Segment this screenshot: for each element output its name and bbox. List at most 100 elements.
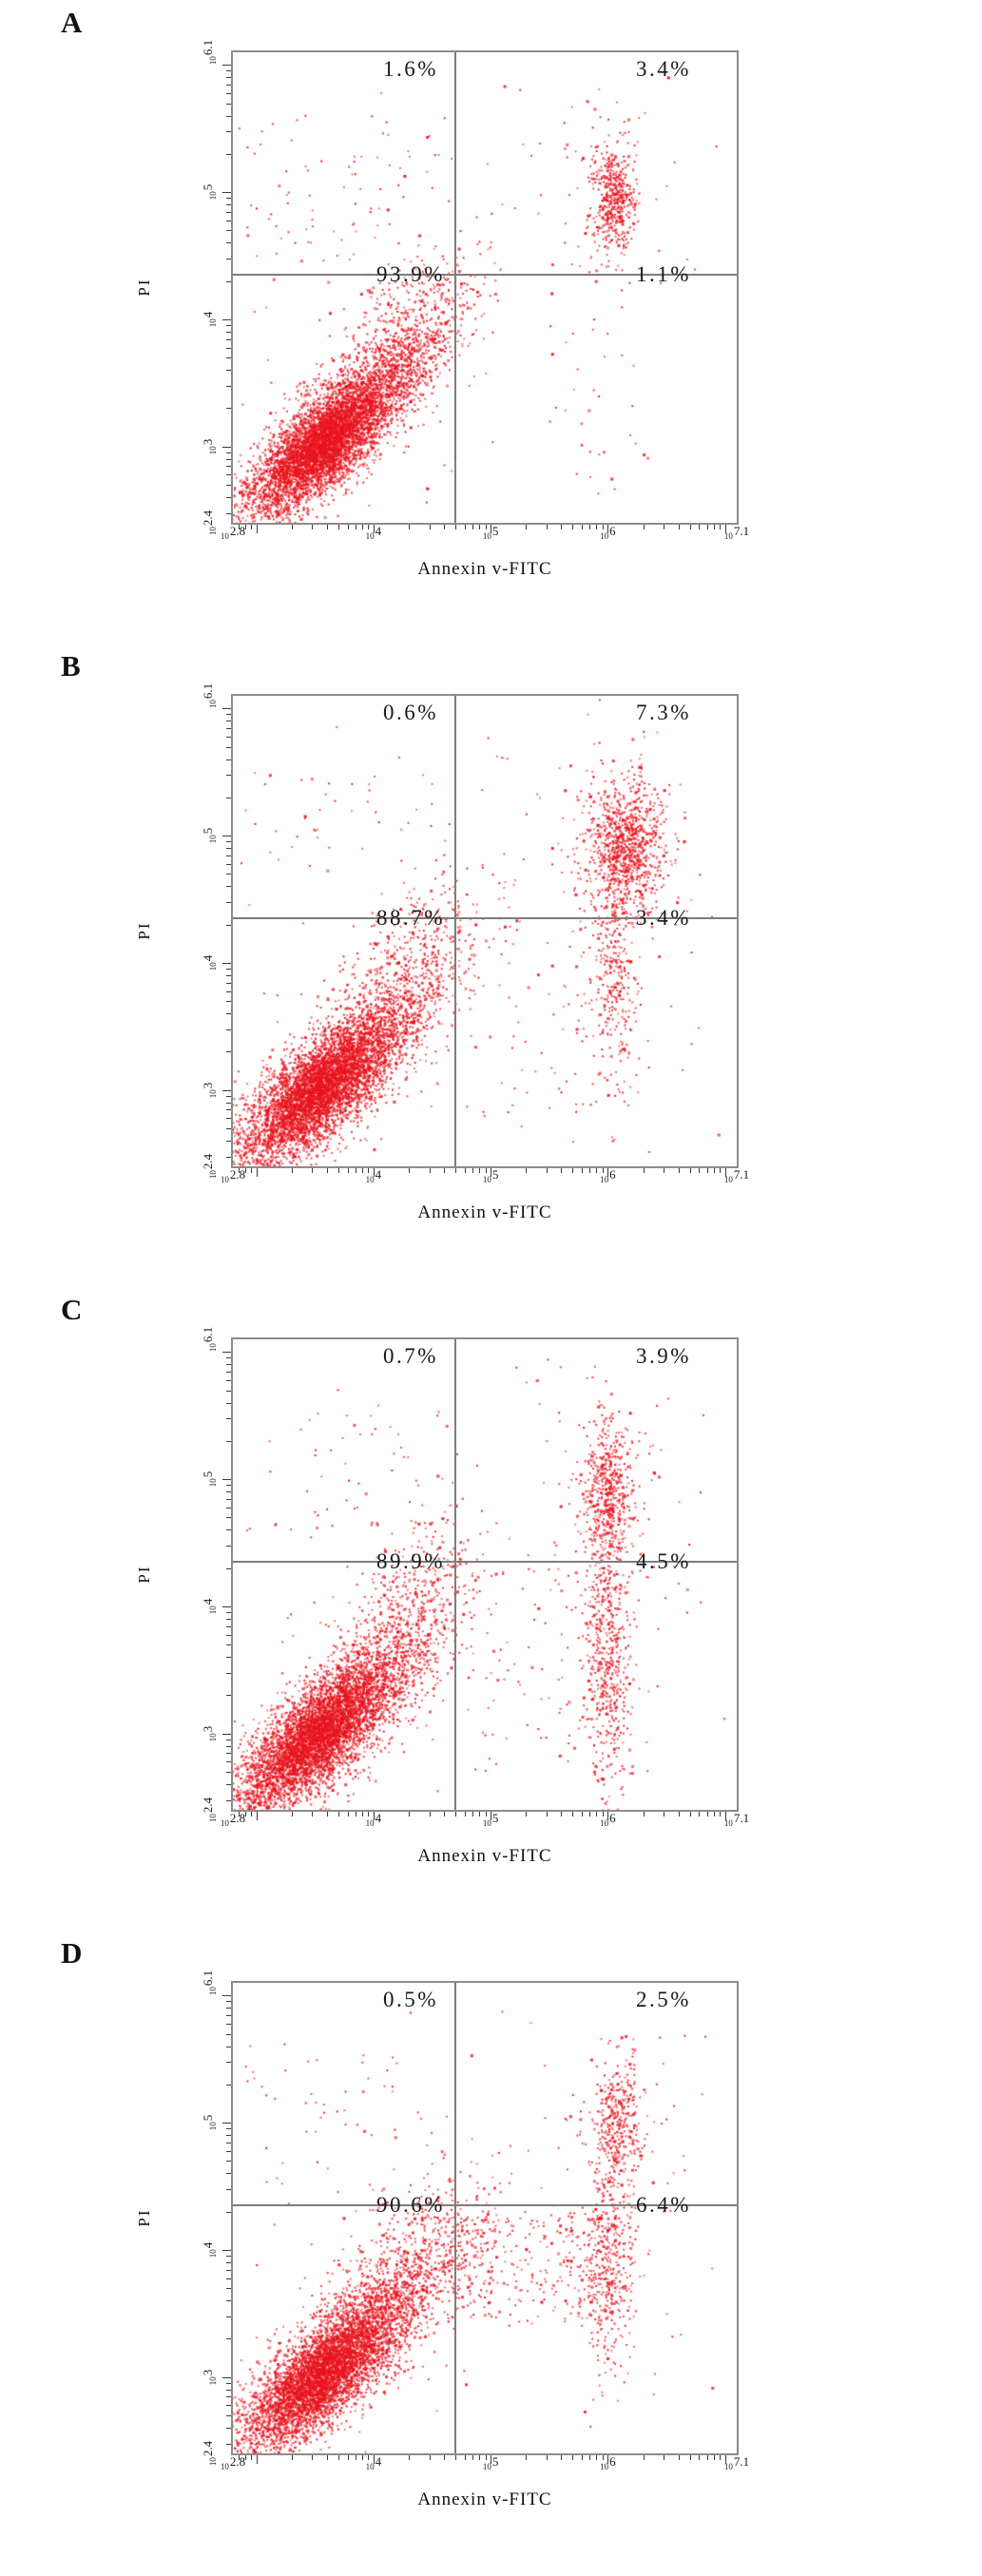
y-axis-tick (226, 1753, 231, 1754)
tick-exponent: 7.1 (733, 1811, 750, 1825)
x-axis-tick (603, 2455, 604, 2460)
tick-exponent: 5 (201, 2114, 215, 2122)
x-axis-tick (472, 2455, 473, 2460)
y-tick-label: 103 (201, 1725, 219, 1741)
y-axis-tick (226, 348, 231, 349)
y-axis-tick (226, 1109, 231, 1110)
quadrant-percent-upper-right: 3.9% (636, 1344, 691, 1368)
y-axis-tick (226, 1761, 231, 1762)
x-axis-tick (368, 2455, 369, 2460)
x-axis-tick (362, 525, 363, 529)
y-axis-tick (226, 1157, 231, 1158)
y-axis-tick (226, 2316, 231, 2317)
tick-exponent: 2.8 (229, 1811, 246, 1825)
flow-panel-c: C PI 0.7% 3.9% 89.9% 4.5% Annexin v-FITC… (0, 1287, 982, 1931)
y-axis-tick (226, 1626, 231, 1627)
y-axis-tick (226, 474, 231, 475)
x-tick-label: 107.1 (724, 1167, 749, 1185)
y-axis-tick (226, 85, 231, 86)
tick-exponent: 5 (201, 827, 215, 835)
tick-exponent: 3 (201, 1725, 215, 1732)
tick-exponent: 4 (375, 2454, 382, 2469)
x-axis-tick (239, 2455, 240, 2460)
x-axis-tick (251, 1168, 252, 1173)
y-tick-label: 104 (201, 955, 219, 971)
x-axis-tick (486, 1168, 487, 1173)
x-axis-tick (547, 1812, 548, 1817)
x-axis-tick (603, 1812, 604, 1817)
tick-exponent: 4 (375, 1167, 382, 1182)
y-axis-tick (222, 65, 231, 66)
y-axis-tick (226, 281, 231, 282)
y-axis-tick (226, 1485, 231, 1486)
x-axis-tick (465, 2455, 466, 2460)
tick-exponent: 6 (609, 524, 616, 538)
tick-exponent: 5 (491, 524, 499, 538)
x-axis-tick (374, 525, 375, 533)
tick-exponent: 5 (491, 1811, 499, 1825)
y-tick-label: 104 (201, 1599, 219, 1615)
power-base: 10 (365, 1818, 375, 1828)
x-axis-tick (526, 525, 527, 529)
x-axis-tick (596, 525, 597, 529)
x-axis-tick (292, 1812, 293, 1817)
y-axis-tick (226, 2001, 231, 2002)
x-axis-tick (725, 1812, 726, 1820)
x-axis-tick (362, 1168, 363, 1173)
x-axis-tick (472, 1168, 473, 1173)
x-axis-tick (374, 1812, 375, 1820)
y-axis-tick (226, 339, 231, 340)
y-tick-label: 102.4 (201, 510, 219, 536)
power-base: 10 (482, 1175, 491, 1184)
tick-exponent: 5 (491, 1167, 499, 1182)
x-axis-tick (547, 2455, 548, 2460)
power-base: 10 (208, 835, 218, 844)
x-axis-tick (596, 2455, 597, 2460)
x-axis-tick (239, 1812, 240, 1817)
y-axis-tick (226, 466, 231, 467)
x-axis-tick (338, 525, 339, 529)
tick-exponent: 4 (201, 311, 215, 318)
power-base: 10 (208, 527, 218, 536)
x-axis-tick (699, 1168, 700, 1173)
scatter-canvas (233, 1339, 737, 1810)
y-axis-tick (226, 1695, 231, 1696)
x-axis-tick (699, 1812, 700, 1817)
x-axis-tick (348, 2455, 349, 2460)
power-base: 10 (482, 531, 491, 541)
y-axis-tick (226, 2405, 231, 2406)
y-axis-tick (226, 2383, 231, 2384)
tick-exponent: 2.8 (229, 2454, 246, 2469)
x-axis-tick (720, 1812, 721, 1817)
power-base: 10 (208, 56, 218, 66)
x-axis-tick (526, 2455, 527, 2460)
y-axis-tick (226, 2151, 231, 2152)
y-axis-title: PI (135, 921, 153, 940)
y-axis-tick (226, 1657, 231, 1658)
y-axis-tick (226, 77, 231, 78)
y-axis-tick (226, 370, 231, 371)
y-axis-tick (226, 1508, 231, 1509)
x-axis-tick (239, 525, 240, 529)
y-axis-tick (226, 1051, 231, 1052)
y-axis-tick (226, 2024, 231, 2025)
tick-exponent: 2.4 (201, 1153, 215, 1170)
y-axis-tick (226, 1403, 231, 1404)
x-axis-tick (368, 525, 369, 529)
y-axis-tick (226, 864, 231, 865)
x-axis-tick (486, 525, 487, 529)
x-axis-tick (679, 525, 680, 529)
y-tick-label: 103 (201, 438, 219, 454)
tick-exponent: 7.1 (733, 2454, 750, 2469)
power-base: 10 (482, 1818, 491, 1828)
y-axis-tick (226, 2062, 231, 2063)
y-axis-tick (226, 230, 231, 231)
y-axis-tick (226, 2288, 231, 2289)
x-axis-tick (338, 1812, 339, 1817)
quadrant-gate-horizontal (233, 917, 737, 920)
y-axis-tick (226, 357, 231, 358)
x-axis-tick (368, 1168, 369, 1173)
y-axis-tick (226, 452, 231, 453)
y-axis-tick (226, 2173, 231, 2174)
y-axis-tick (226, 925, 231, 926)
